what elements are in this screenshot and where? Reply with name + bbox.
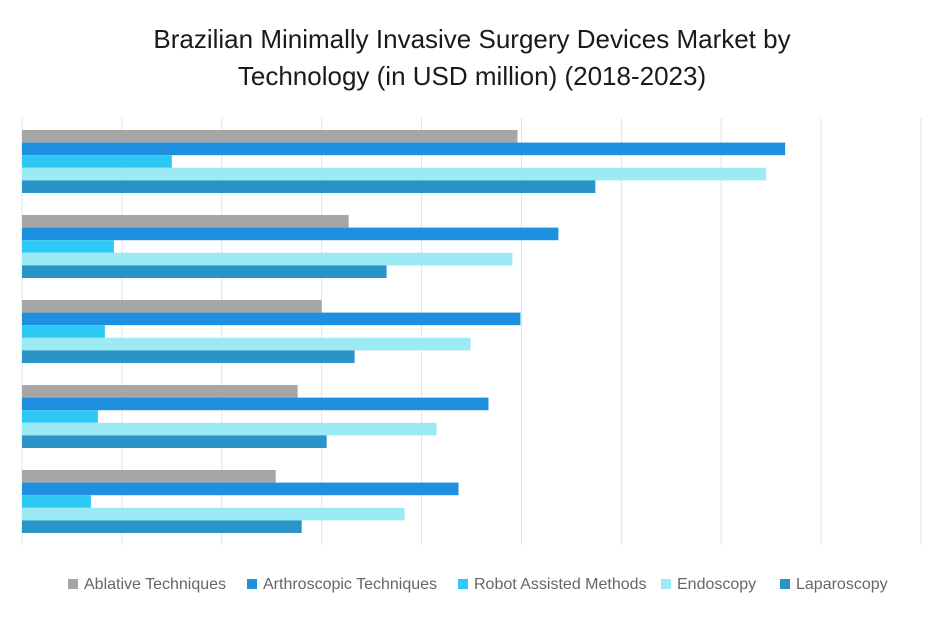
- legend-swatch: [68, 579, 78, 589]
- legend-label: Ablative Techniques: [84, 576, 226, 593]
- bar-arthroscopic-techniques: [22, 482, 459, 496]
- bar-endoscopy: [22, 507, 405, 521]
- bar-robot-assisted-methods: [22, 240, 114, 253]
- bar-endoscopy: [22, 422, 437, 436]
- legend-label: Robot Assisted Methods: [474, 576, 647, 593]
- legend-label: Arthroscopic Techniques: [263, 576, 437, 593]
- bar-laparoscopy: [22, 180, 596, 193]
- legend-swatch: [780, 579, 790, 589]
- bar-endoscopy: [22, 167, 767, 181]
- chart-title-line-2: Technology (in USD million) (2018-2023): [238, 61, 706, 91]
- bar-arthroscopic-techniques: [22, 142, 786, 156]
- bar-robot-assisted-methods: [22, 155, 172, 168]
- bar-ablative-techniques: [22, 470, 276, 483]
- bar-arthroscopic-techniques: [22, 227, 559, 241]
- bar-laparoscopy: [22, 520, 302, 533]
- bar-ablative-techniques: [22, 385, 298, 398]
- legend-swatch: [247, 579, 257, 589]
- bar-robot-assisted-methods: [22, 410, 98, 423]
- bars: [22, 130, 786, 533]
- bar-ablative-techniques: [22, 300, 322, 313]
- legend-swatch: [458, 579, 468, 589]
- legend-swatch: [661, 579, 671, 589]
- bar-laparoscopy: [22, 350, 355, 363]
- bar-arthroscopic-techniques: [22, 312, 521, 326]
- legend-label: Laparoscopy: [796, 576, 888, 593]
- legend: Ablative Techniques Arthroscopic Techniqu…: [68, 576, 888, 593]
- bar-endoscopy: [22, 337, 471, 351]
- chart-title-line-1: Brazilian Minimally Invasive Surgery Dev…: [153, 24, 790, 54]
- bar-laparoscopy: [22, 435, 327, 448]
- bar-ablative-techniques: [22, 130, 518, 143]
- bar-arthroscopic-techniques: [22, 397, 489, 411]
- legend-label: Endoscopy: [677, 576, 756, 593]
- bar-laparoscopy: [22, 265, 387, 278]
- bar-endoscopy: [22, 252, 513, 266]
- bar-robot-assisted-methods: [22, 325, 105, 338]
- bar-robot-assisted-methods: [22, 495, 91, 508]
- bar-ablative-techniques: [22, 215, 349, 228]
